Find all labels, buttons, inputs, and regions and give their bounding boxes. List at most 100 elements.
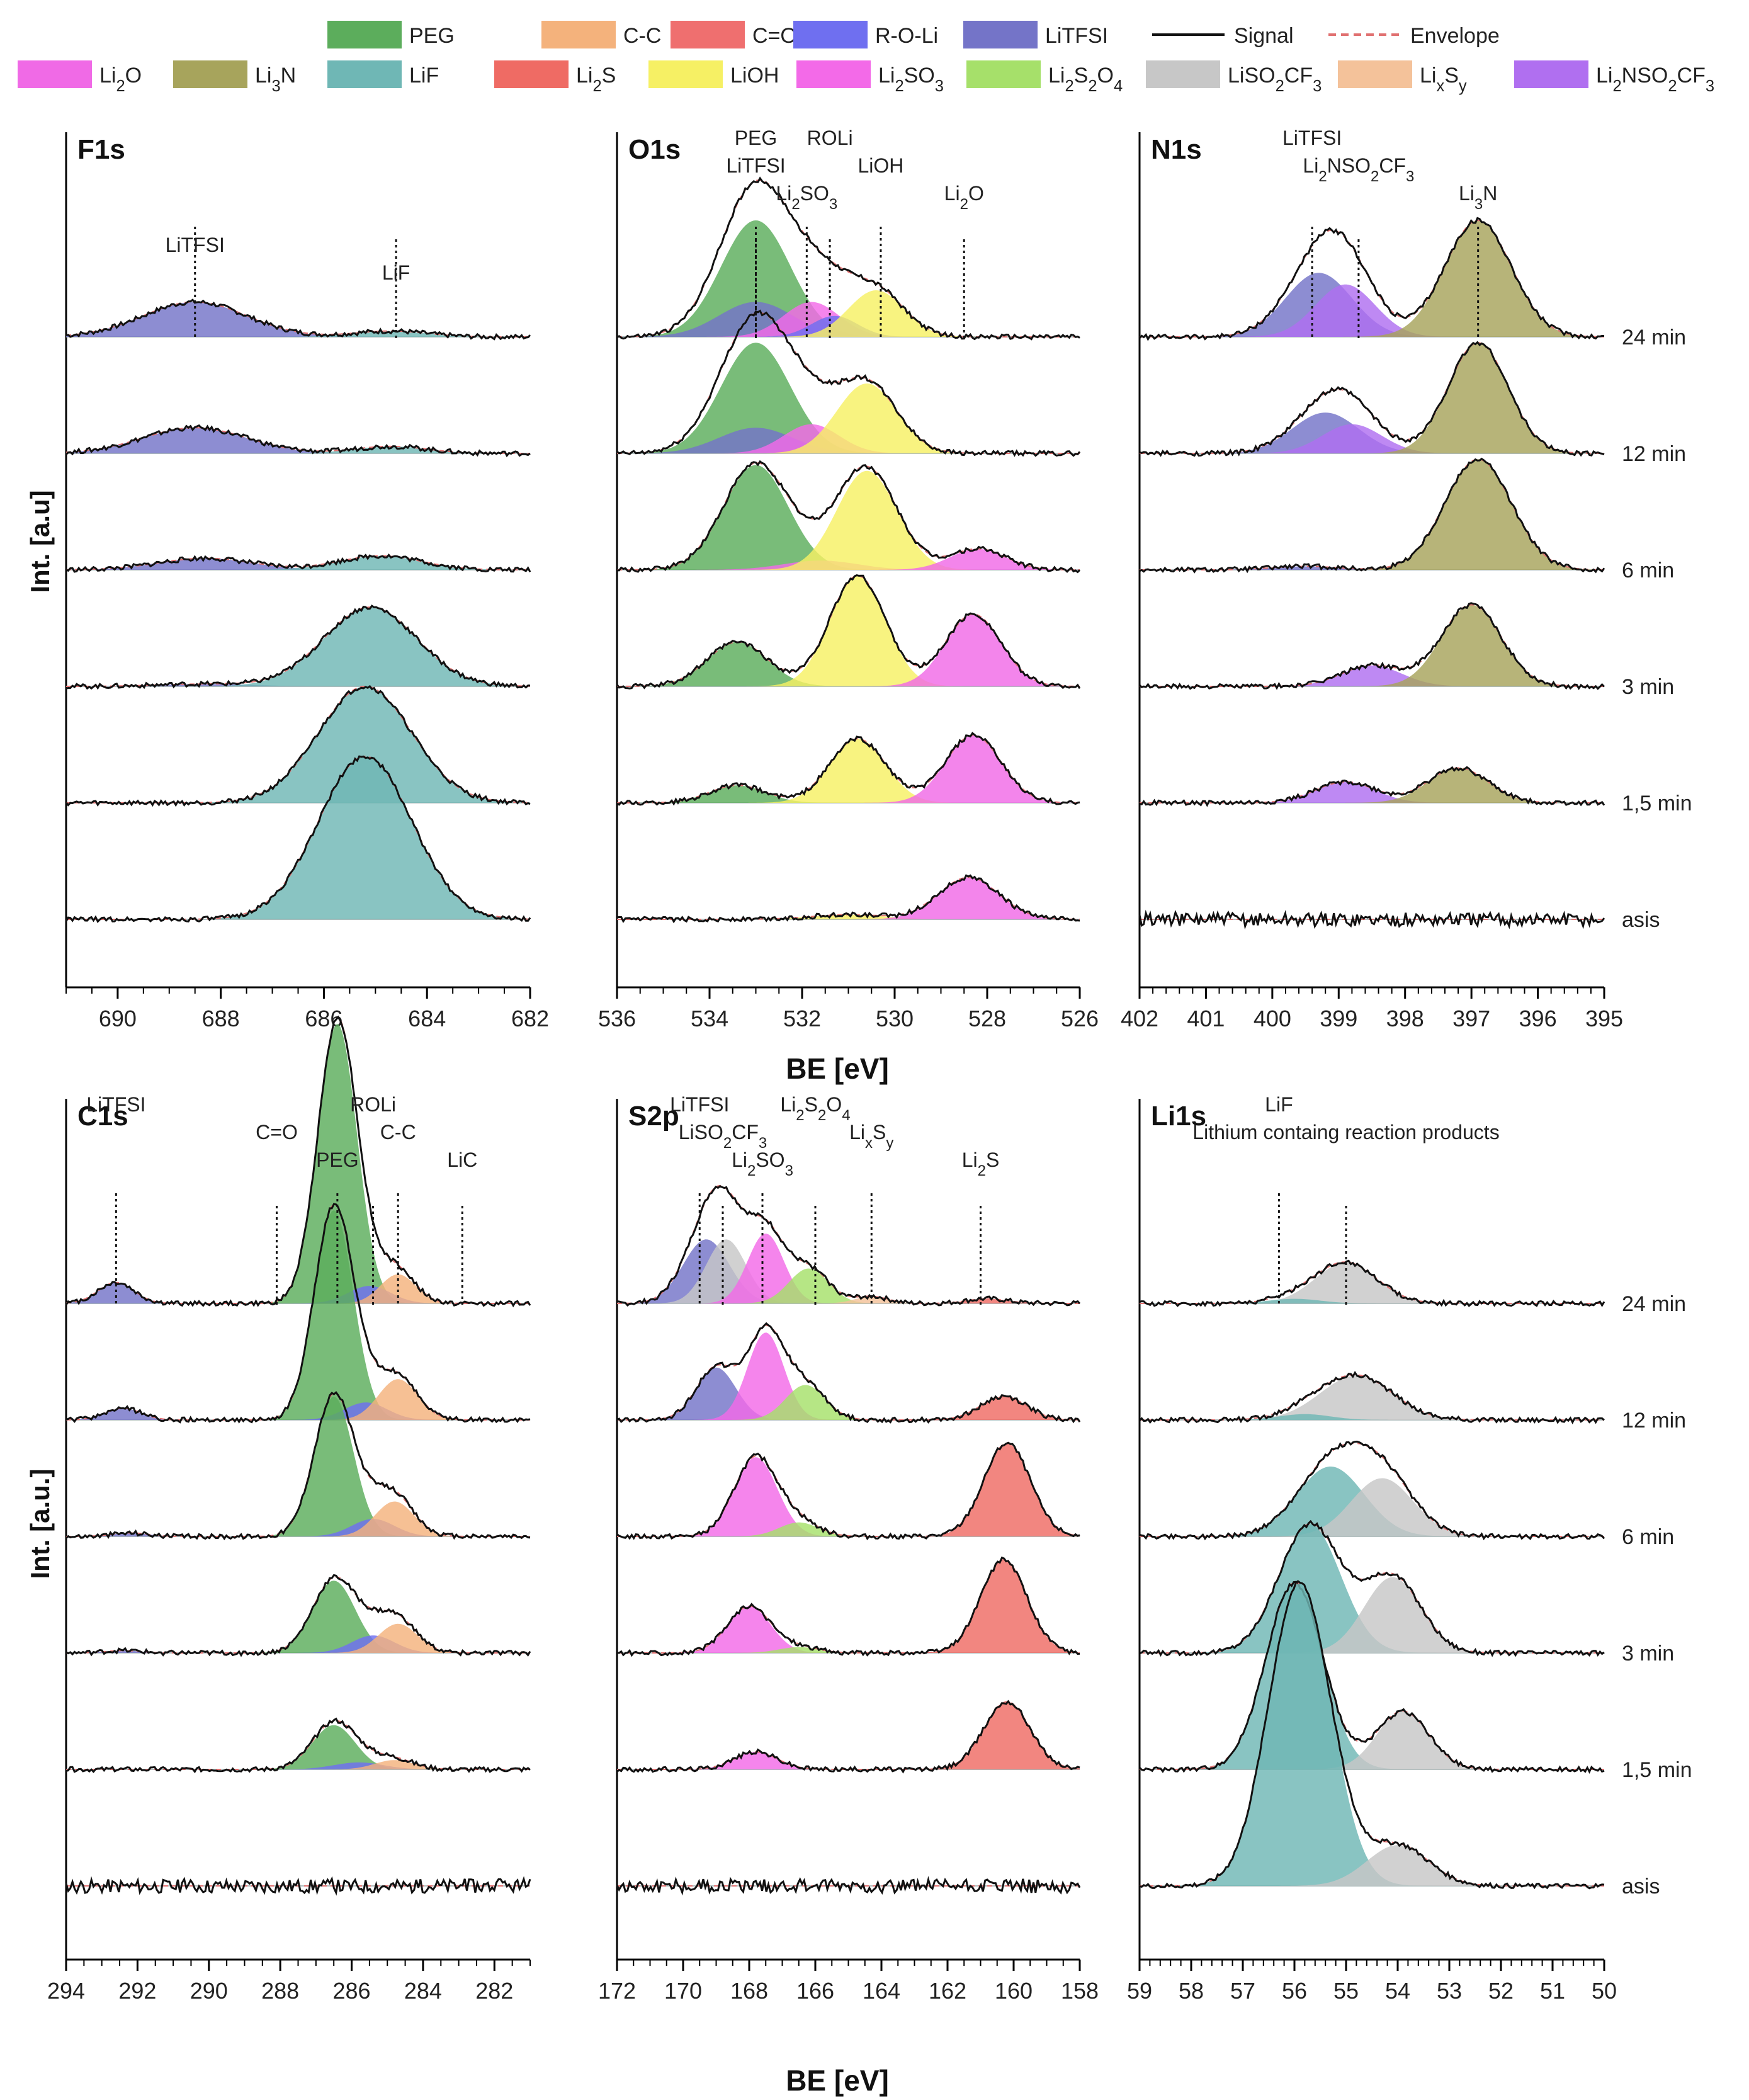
envelope-line [617, 1558, 1080, 1654]
peak-lif [66, 756, 530, 919]
signal-line [616, 1556, 1080, 1657]
marker-label-peg: PEG [735, 127, 778, 149]
tick-label-59: 59 [1127, 1978, 1152, 2004]
legend-label-li2so3: Li2SO3 [878, 64, 944, 95]
legend-item-envelope: Envelope [1328, 24, 1500, 48]
signal-line [65, 1717, 531, 1774]
signal-line [1138, 909, 1605, 930]
signal-line [1138, 1370, 1605, 1424]
signal-line [1139, 1259, 1605, 1308]
tick-label-50: 50 [1592, 1978, 1617, 2004]
tick-label-170: 170 [664, 1978, 702, 2004]
tick-label-528: 528 [968, 1006, 1006, 1031]
spectrum-s2p-1-5-min [616, 1700, 1080, 1774]
tick-label-282: 282 [475, 1978, 513, 2004]
legend-label-peg: PEG [409, 24, 455, 48]
spectrum-f1s-asis [65, 755, 531, 924]
y-axis-label-top: Int. [a.u] [25, 490, 55, 593]
legend-label-li3n: Li3N [255, 64, 296, 95]
tick-label-284: 284 [404, 1978, 442, 2004]
signal-line [616, 574, 1081, 690]
marker-label-li2so3: Li2SO3 [776, 182, 837, 213]
signal-line [1138, 602, 1605, 691]
legend-item-li3n: Li3N [173, 60, 296, 95]
spectrum-c1s-3-min [65, 1574, 531, 1657]
marker-label-litfsi: LiTFSI [166, 234, 225, 256]
signal-line [1139, 457, 1605, 574]
legend-item-lioh: LiOH [648, 60, 779, 88]
peak-peg [617, 343, 1080, 453]
legend-item-li2s2o4: Li2S2O4 [966, 60, 1123, 95]
peak-c-c [66, 1501, 530, 1536]
tick-label-51: 51 [1540, 1978, 1565, 2004]
x-axis-label-bottom: BE [eV] [786, 2064, 889, 2097]
peak-peg [66, 1581, 530, 1653]
peak-lif [1140, 1583, 1604, 1769]
tick-label-160: 160 [995, 1978, 1033, 2004]
time-label-12-min: 12 min [1622, 442, 1686, 466]
peak-liso2cf3 [1140, 1711, 1604, 1769]
tick-label-288: 288 [261, 1978, 299, 2004]
legend-label-c-o: C=O [752, 24, 797, 48]
legend-swatch-lif [327, 60, 402, 88]
signal-line [616, 1322, 1081, 1424]
signal-line [616, 732, 1080, 806]
panel-title-c1s: C1s [77, 1101, 128, 1132]
spectrum-c1s-24-min [65, 1015, 531, 1308]
tick-label-54: 54 [1385, 1978, 1410, 2004]
signal-line [616, 1185, 1081, 1307]
peak-liso2cf3 [1140, 1478, 1604, 1536]
spectrum-s2p-6-min [616, 1441, 1080, 1541]
spectrum-s2p-asis [616, 1876, 1081, 1896]
spectrum-s2p-3-min [616, 1556, 1080, 1657]
y-axis-label-bottom: Int. [a.u.] [25, 1469, 55, 1579]
tick-label-688: 688 [202, 1006, 240, 1031]
peak-peg [617, 465, 1080, 570]
spectrum-f1s-24-min [65, 298, 531, 341]
tick-label-162: 162 [929, 1978, 966, 2004]
tick-label-58: 58 [1179, 1978, 1204, 2004]
peak-li2o [617, 548, 1080, 570]
peak-litfsi [617, 302, 1080, 337]
signal-line [1139, 341, 1605, 457]
peak-li2so3 [617, 1752, 1080, 1769]
peak-litfsi [66, 1408, 530, 1420]
legend-swatch-li2nso2cf3 [1514, 60, 1588, 88]
peak-liso2cf3 [1140, 1263, 1604, 1303]
spectrum-o1s-3-min [616, 574, 1081, 690]
envelope-line [65, 427, 530, 454]
peak-litfsi [66, 302, 530, 337]
peak-liso2cf3 [1140, 1845, 1604, 1886]
peak-liso2cf3 [617, 1239, 1080, 1303]
panel-n1s: 402 401 400 399 398 397 396 395 N1s 24 min 12 min 6… [1121, 127, 1692, 1031]
signal-line [65, 298, 531, 341]
peak-li3n [1140, 459, 1604, 570]
legend-swatch-li2o [18, 60, 92, 88]
tick-label-682: 682 [511, 1006, 549, 1031]
spectrum-o1s-asis [616, 874, 1080, 924]
tick-label-684: 684 [408, 1006, 446, 1031]
spectrum-c1s-asis [65, 1876, 531, 1896]
tick-label-400: 400 [1254, 1006, 1291, 1031]
spectrum-n1s-12-min: 12 min [1139, 341, 1686, 466]
legend-label-r-o-li: R-O-Li [875, 24, 938, 48]
spectrum-li1s-asis: asis [1139, 1580, 1660, 1899]
legend-swatch-c-o [671, 21, 745, 48]
spectrum-f1s-3-min [65, 604, 531, 690]
legend-swatch-lioh [648, 60, 723, 88]
marker-label-lithium-containg-reaction-products: Lithium containg reaction products [1192, 1121, 1499, 1144]
peak-li2s [617, 1298, 1080, 1303]
spectrum-c1s-1-5-min [65, 1717, 531, 1774]
spectrum-o1s-6-min [616, 460, 1081, 574]
time-label-3-min: 3 min [1622, 675, 1674, 699]
peak-li2s [617, 1397, 1080, 1420]
tick-label-690: 690 [99, 1006, 137, 1031]
legend-swatch-lixsy [1338, 60, 1412, 88]
marker-label-lic: LiC [447, 1149, 477, 1171]
legend-label-lixsy: LixSy [1420, 64, 1467, 95]
legend-label-liso2cf3: LiSO2CF3 [1228, 64, 1322, 95]
marker-label-li3n: Li3N [1459, 182, 1497, 213]
signal-line [1139, 1580, 1605, 1890]
